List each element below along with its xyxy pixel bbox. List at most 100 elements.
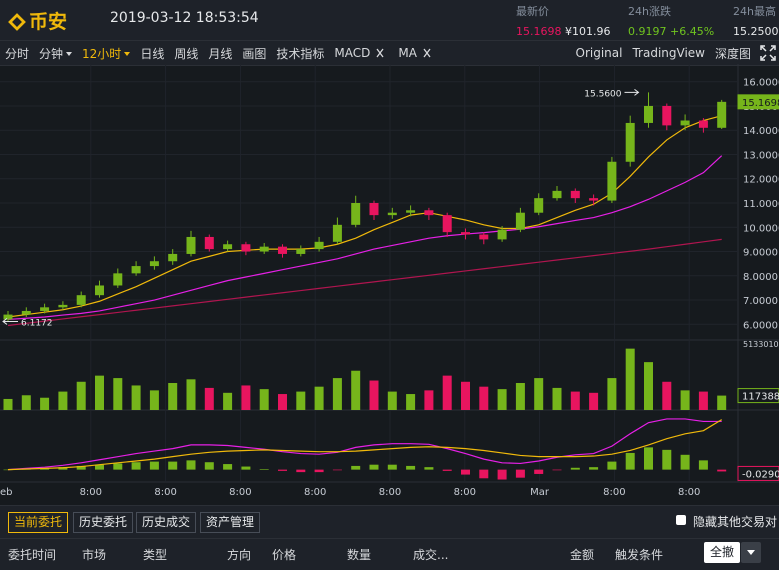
volume-bar bbox=[76, 381, 86, 410]
tool[interactable]: 12小时 bbox=[77, 45, 135, 62]
logo-text: 币安 bbox=[29, 11, 68, 33]
volume-bar bbox=[186, 379, 196, 410]
volume-bar bbox=[570, 391, 580, 410]
macd-bar bbox=[515, 469, 525, 478]
volume-bar bbox=[168, 382, 178, 410]
stat: 24h涨跌 0.9197 +6.45% bbox=[628, 3, 714, 38]
candle-body bbox=[662, 105, 672, 126]
volume-bar bbox=[461, 381, 470, 410]
volume-bar bbox=[278, 394, 287, 410]
last-macd: -0.0290 bbox=[742, 469, 779, 480]
macd-bar bbox=[589, 467, 599, 470]
macd-bar bbox=[76, 465, 86, 470]
tab[interactable]: 历史委托 bbox=[73, 512, 134, 533]
stat: 24h最高 15.2500 bbox=[733, 3, 779, 38]
view-option[interactable]: Original bbox=[575, 46, 623, 60]
tab[interactable]: 当前委托 bbox=[8, 512, 69, 533]
y-tick-label: 8.0000 bbox=[743, 272, 778, 283]
y-tick-label: 10.0000 bbox=[743, 223, 779, 234]
x-tick-label: 8:00 bbox=[678, 487, 700, 498]
dropdown-button[interactable] bbox=[741, 542, 761, 563]
fullscreen-icon[interactable] bbox=[760, 45, 776, 61]
macd-bar bbox=[570, 467, 580, 470]
tool[interactable]: 分时 bbox=[5, 46, 30, 61]
macd-bar bbox=[369, 464, 379, 470]
stat-sub: +6.45% bbox=[670, 25, 715, 38]
y-tick-label: 9.0000 bbox=[743, 248, 778, 259]
volume-bar bbox=[662, 381, 672, 410]
candle-body bbox=[552, 190, 562, 199]
logo[interactable]: 币安 bbox=[8, 7, 67, 34]
macd-bar bbox=[168, 461, 178, 470]
tool[interactable]: 分钟 bbox=[34, 45, 77, 62]
macd-bar bbox=[131, 462, 141, 470]
candle-body bbox=[406, 210, 416, 213]
ma-line bbox=[7, 238, 722, 327]
x-tick-label: eb bbox=[0, 487, 13, 498]
candle-body bbox=[497, 229, 507, 240]
candle-body bbox=[369, 203, 379, 216]
candle-body bbox=[644, 105, 653, 123]
macd-bar bbox=[625, 452, 635, 470]
macd-bar bbox=[113, 463, 123, 470]
tab[interactable]: 历史成交 bbox=[136, 512, 197, 533]
macd-bar bbox=[442, 469, 452, 471]
candle-body bbox=[21, 310, 31, 315]
volume-bar bbox=[369, 380, 379, 410]
x-tick-label: Mar bbox=[530, 487, 550, 498]
tab[interactable]: 资产管理 bbox=[200, 512, 261, 533]
indicator[interactable]: MA bbox=[398, 46, 417, 60]
checkbox[interactable] bbox=[676, 515, 686, 525]
volume-bar bbox=[387, 391, 397, 410]
macd-bar bbox=[332, 469, 342, 471]
high-label: 15.5600 bbox=[584, 89, 621, 99]
macd-bar bbox=[662, 449, 672, 470]
volume-bar bbox=[259, 389, 269, 410]
macd-bar bbox=[186, 460, 196, 470]
volume-bar bbox=[58, 391, 68, 410]
candle-body bbox=[387, 212, 397, 216]
macd-bar bbox=[241, 466, 251, 470]
macd-bar bbox=[259, 469, 269, 470]
view-option[interactable]: TradingView bbox=[632, 46, 705, 60]
macd-bar bbox=[314, 469, 324, 473]
column-header: 方向 bbox=[227, 548, 252, 562]
close-icon[interactable] bbox=[375, 48, 385, 58]
column-header: 成交... bbox=[413, 548, 449, 562]
tool[interactable]: 画图 bbox=[242, 46, 267, 61]
close-icon[interactable] bbox=[422, 48, 432, 58]
tool[interactable]: 日线 bbox=[140, 46, 165, 61]
volume-bar bbox=[314, 386, 324, 410]
volume-bar bbox=[149, 390, 159, 410]
macd-bar bbox=[461, 469, 470, 475]
candle-body bbox=[332, 224, 342, 242]
stat-label: 24h涨跌 bbox=[628, 5, 671, 18]
volume-bar bbox=[644, 362, 653, 410]
volume-bar bbox=[21, 395, 31, 410]
view-option[interactable]: 深度图 bbox=[714, 46, 751, 61]
candle-body bbox=[698, 120, 708, 128]
volume-bar bbox=[131, 385, 141, 410]
volume-bar bbox=[497, 389, 507, 410]
volume-bar bbox=[296, 391, 306, 410]
indicator[interactable]: MACD bbox=[334, 46, 371, 60]
tool[interactable]: 月线 bbox=[208, 46, 233, 61]
cancel-all-button[interactable]: 全撤 bbox=[704, 542, 740, 563]
candle-body bbox=[76, 295, 86, 305]
tool[interactable]: 技术指标 bbox=[276, 46, 325, 61]
tool[interactable]: 周线 bbox=[174, 46, 199, 61]
x-tick-label: 8:00 bbox=[229, 487, 251, 498]
volume-bar bbox=[332, 378, 342, 410]
candle-body bbox=[607, 161, 617, 201]
macd-bar bbox=[387, 464, 397, 470]
divider bbox=[0, 538, 779, 539]
volume-bar bbox=[442, 375, 452, 410]
column-header: 金额 bbox=[570, 548, 595, 562]
volume-bar bbox=[607, 378, 617, 410]
y-tick-label: 11.0000 bbox=[743, 199, 779, 210]
macd-line bbox=[7, 418, 722, 471]
candle-body bbox=[241, 244, 251, 252]
macd-bar bbox=[680, 454, 690, 470]
candle-body bbox=[534, 198, 544, 213]
stat-label: 最新价 bbox=[516, 5, 549, 18]
